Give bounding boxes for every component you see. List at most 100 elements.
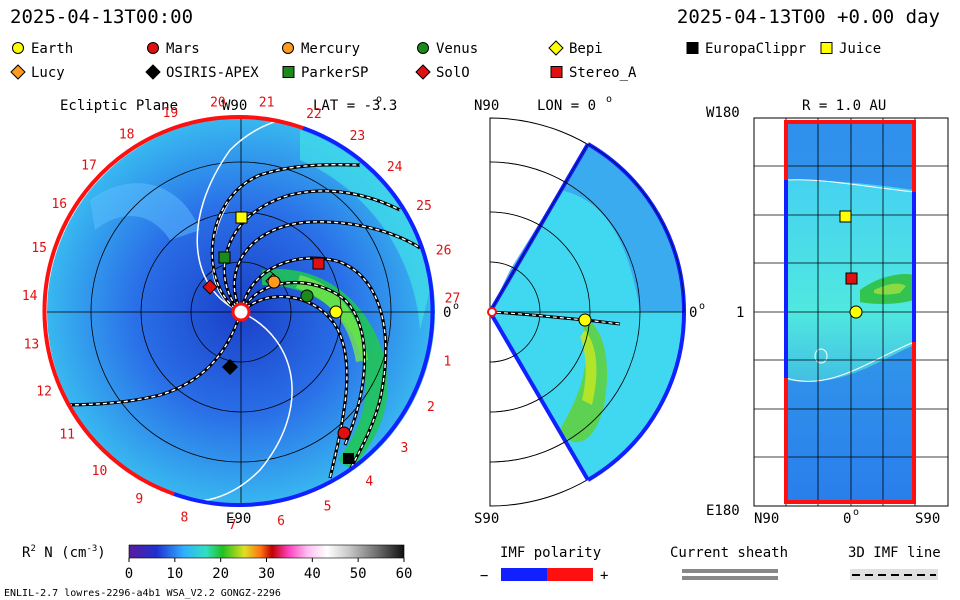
meridional-earth-marker xyxy=(578,313,592,327)
imf-3d-legend: 3D IMF line xyxy=(848,545,941,580)
legend-bepi-label: Bepi xyxy=(569,41,603,57)
stereo-a-marker xyxy=(312,257,325,270)
legend-earth-marker xyxy=(12,42,24,54)
sector-label-26: 26 xyxy=(436,244,452,259)
legend-mars-label: Mars xyxy=(166,41,200,57)
map-w180: W180 xyxy=(706,105,740,121)
colorbar-tick-20: 20 xyxy=(212,566,229,582)
mercury-marker xyxy=(267,275,281,289)
imf-3d-title: 3D IMF line xyxy=(848,545,941,561)
e90-label: E90 xyxy=(226,511,251,527)
solo-marker xyxy=(202,279,218,295)
juice-marker xyxy=(235,211,248,224)
sector-label-15: 15 xyxy=(31,241,47,256)
parkersp-marker xyxy=(218,251,231,264)
legend-europaclippr-label: EuropaClippr xyxy=(705,41,806,57)
legend-osiris-apex-label: OSIRIS-APEX xyxy=(166,65,259,81)
ecliptic-zero-label: 0 xyxy=(443,305,451,321)
sector-label-21: 21 xyxy=(259,96,275,111)
sector-label-11: 11 xyxy=(59,427,75,442)
w90-label: W90 xyxy=(222,98,247,114)
sector-label-1: 1 xyxy=(443,354,451,369)
legend: Earth Mars Mercury Venus Bepi EuropaClippr Jui… xyxy=(10,40,881,81)
sector-label-8: 8 xyxy=(180,510,188,525)
legend-stereo-a-marker xyxy=(550,66,563,78)
earth-marker xyxy=(329,305,343,319)
colorbar-label-close: ) xyxy=(97,545,105,561)
legend-parkersp-marker xyxy=(282,66,295,78)
europaclippr-marker xyxy=(343,453,354,464)
legend-earth-label: Earth xyxy=(31,41,73,57)
imf-minus: − xyxy=(480,568,488,584)
colorbar-label-n: N (cm xyxy=(36,545,87,561)
lon-degree: o xyxy=(606,94,612,105)
colorbar-gradient xyxy=(128,544,405,559)
imf-positive-swatch xyxy=(547,568,593,581)
sector-label-12: 12 xyxy=(36,385,52,400)
ecliptic-objects xyxy=(202,211,354,464)
sun-marker xyxy=(231,302,251,322)
sector-label-17: 17 xyxy=(81,158,97,173)
map-y-mid: 1 xyxy=(736,305,744,321)
current-sheath-title: Current sheath xyxy=(670,545,788,561)
legend-mercury-label: Mercury xyxy=(301,41,360,57)
date-left: 2025-04-13T00:00 xyxy=(10,6,193,28)
lat-degree: o xyxy=(376,94,382,105)
svg-text:R2 N (cm-3): R2 N (cm-3) xyxy=(22,544,106,561)
sector-label-2: 2 xyxy=(427,400,435,415)
legend-lucy-label: Lucy xyxy=(31,65,65,81)
map-e180: E180 xyxy=(706,503,740,519)
sector-label-3: 3 xyxy=(400,441,408,456)
sector-label-5: 5 xyxy=(324,500,332,515)
imf-negative-swatch xyxy=(501,568,547,581)
map-earth-marker xyxy=(849,305,863,319)
sector-label-25: 25 xyxy=(416,199,432,214)
legend-europaclippr-marker xyxy=(686,42,699,54)
colorbar-tick-50: 50 xyxy=(350,566,367,582)
legend-stereo-a-label: Stereo_A xyxy=(569,65,637,81)
sector-label-7: 7 xyxy=(229,518,237,533)
map-zero: 0 xyxy=(843,511,851,527)
sector-label-22: 22 xyxy=(306,107,322,122)
imf-polarity-title: IMF polarity xyxy=(500,545,601,561)
legend-parkersp-label: ParkerSP xyxy=(301,65,368,81)
colorbar-tick-10: 10 xyxy=(166,566,183,582)
sector-label-24: 24 xyxy=(387,160,403,175)
imf-plus: + xyxy=(600,568,608,584)
legend-solo-marker xyxy=(415,64,431,80)
current-sheath-legend: Current sheath xyxy=(670,545,788,580)
legend-juice-marker xyxy=(820,42,833,54)
polarity-rim-positive xyxy=(173,126,435,508)
lon-label: LON = 0 xyxy=(537,98,596,114)
legend-juice-label: Juice xyxy=(839,41,881,57)
sector-label-20: 20 xyxy=(210,95,226,110)
meridional-zero: 0 xyxy=(689,305,697,321)
lat-label: LAT = -3.3 xyxy=(313,98,397,114)
ecliptic-title: Ecliptic Plane xyxy=(60,98,178,114)
meridional-n90: N90 xyxy=(474,98,499,114)
map-s90: S90 xyxy=(915,511,940,527)
legend-venus-marker xyxy=(417,42,429,54)
sector-label-9: 9 xyxy=(135,492,143,507)
legend-osiris-apex-marker xyxy=(145,64,161,80)
legend-venus-label: Venus xyxy=(436,41,478,57)
osiris-apex-marker xyxy=(222,359,238,375)
sector-label-13: 13 xyxy=(24,338,40,353)
colorbar-tick-30: 30 xyxy=(258,566,275,582)
sector-label-10: 10 xyxy=(92,464,108,479)
meridional-zero-degree: o xyxy=(699,301,705,312)
legend-mercury-marker xyxy=(282,42,294,54)
colorbar-label-r: R xyxy=(22,545,31,561)
colorbar-tick-40: 40 xyxy=(304,566,321,582)
polarity-rim-negative xyxy=(42,114,304,496)
meridional-s90: S90 xyxy=(474,511,499,527)
colorbar-tick-0: 0 xyxy=(125,566,133,582)
imf-polarity-legend: IMF polarity − + xyxy=(480,545,608,584)
legend-mars-marker xyxy=(147,42,159,54)
sector-label-27: 27 xyxy=(445,291,461,306)
colorbar-label-sup: 2 xyxy=(30,544,35,554)
legend-bepi-marker xyxy=(548,40,564,56)
sector-label-19: 19 xyxy=(163,106,179,121)
ecliptic-zero-degree: o xyxy=(453,301,459,312)
